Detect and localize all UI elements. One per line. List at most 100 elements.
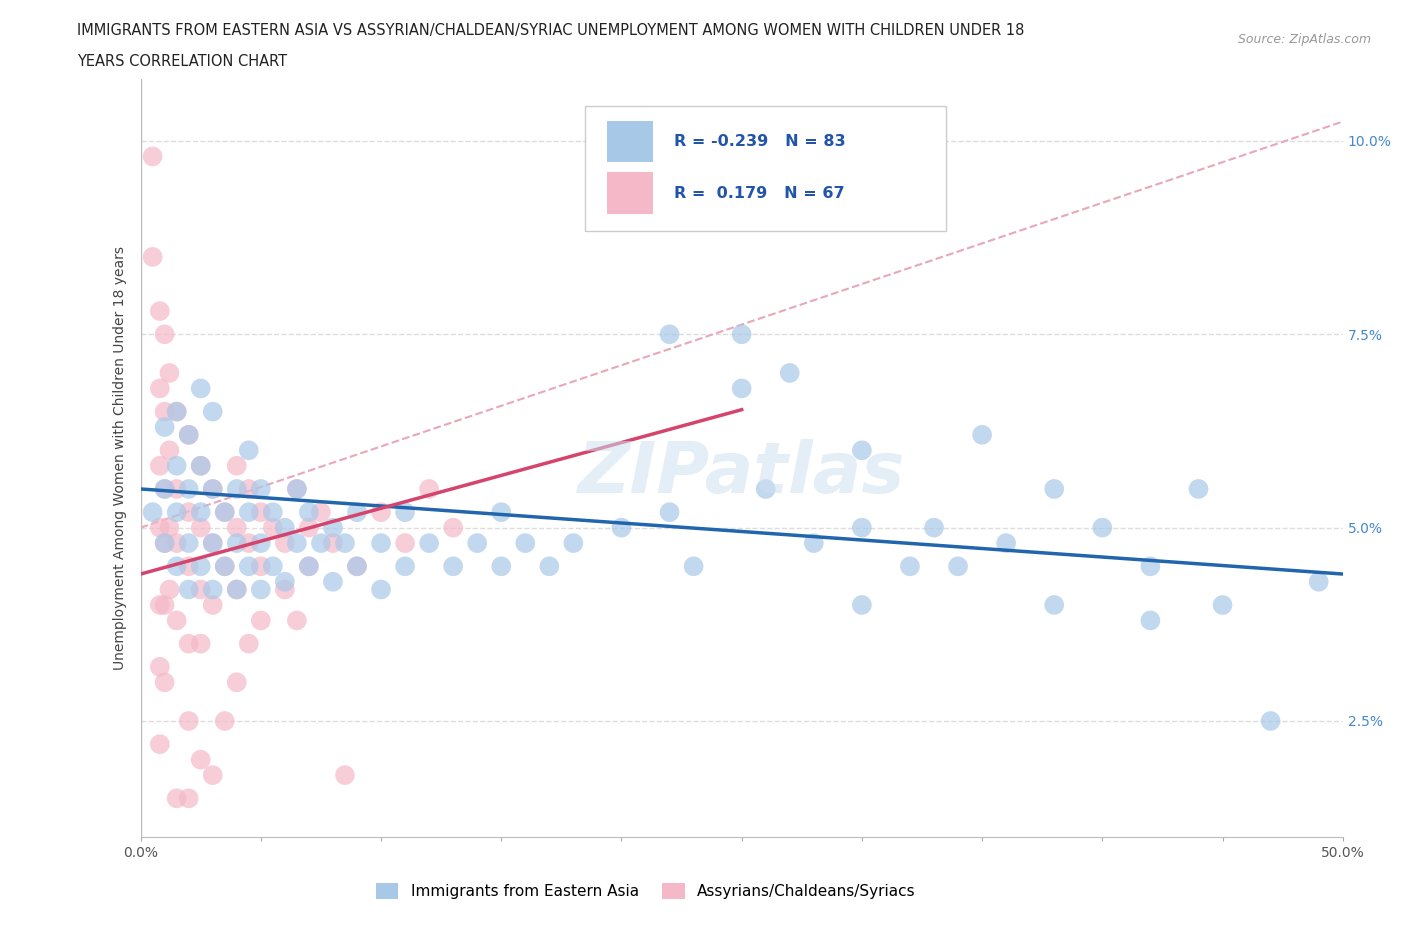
Point xyxy=(418,482,440,497)
Point xyxy=(562,536,585,551)
Point xyxy=(682,559,704,574)
Point xyxy=(201,536,224,551)
Point xyxy=(214,713,236,728)
Point xyxy=(250,613,273,628)
Point xyxy=(898,559,921,574)
Point xyxy=(177,536,200,551)
Text: IMMIGRANTS FROM EASTERN ASIA VS ASSYRIAN/CHALDEAN/SYRIAC UNEMPLOYMENT AMONG WOME: IMMIGRANTS FROM EASTERN ASIA VS ASSYRIAN… xyxy=(77,23,1025,38)
Point xyxy=(238,505,260,520)
Point xyxy=(851,443,873,458)
Point xyxy=(153,482,176,497)
Text: ZIPatlas: ZIPatlas xyxy=(578,439,905,508)
Point xyxy=(1091,520,1114,535)
Point xyxy=(190,520,212,535)
Point xyxy=(225,675,247,690)
Point xyxy=(262,505,284,520)
Point xyxy=(177,559,200,574)
Point xyxy=(538,559,561,574)
Point xyxy=(190,458,212,473)
Point xyxy=(159,582,181,597)
Point xyxy=(1139,613,1161,628)
Point xyxy=(201,536,224,551)
Point xyxy=(803,536,825,551)
Point xyxy=(658,326,681,341)
Point xyxy=(177,428,200,443)
Point xyxy=(153,482,176,497)
Point xyxy=(214,505,236,520)
Point xyxy=(159,365,181,380)
Point xyxy=(1308,575,1330,590)
Point xyxy=(394,505,416,520)
Point xyxy=(491,505,513,520)
Point xyxy=(166,482,188,497)
FancyBboxPatch shape xyxy=(607,172,652,214)
Point xyxy=(250,482,273,497)
Point xyxy=(166,790,188,805)
Point xyxy=(142,149,165,164)
Point xyxy=(149,520,172,535)
Point xyxy=(225,520,247,535)
Point xyxy=(166,505,188,520)
Point xyxy=(298,559,321,574)
Point xyxy=(1212,598,1234,613)
Point xyxy=(346,505,368,520)
Legend: Immigrants from Eastern Asia, Assyrians/Chaldeans/Syriacs: Immigrants from Eastern Asia, Assyrians/… xyxy=(370,877,921,905)
Point xyxy=(153,419,176,434)
Point xyxy=(225,582,247,597)
Point xyxy=(225,582,247,597)
Point xyxy=(159,520,181,535)
Point xyxy=(177,482,200,497)
Point xyxy=(214,559,236,574)
Point xyxy=(201,582,224,597)
Point xyxy=(491,559,513,574)
Point xyxy=(851,520,873,535)
Point xyxy=(731,326,754,341)
Point xyxy=(153,598,176,613)
Point xyxy=(149,381,172,396)
Point xyxy=(177,713,200,728)
Point xyxy=(394,559,416,574)
Point xyxy=(658,505,681,520)
Point xyxy=(166,536,188,551)
Point xyxy=(995,536,1018,551)
Point xyxy=(309,536,332,551)
Point xyxy=(166,559,188,574)
Point xyxy=(274,575,297,590)
Point xyxy=(190,582,212,597)
Point xyxy=(285,613,308,628)
Point xyxy=(1043,598,1066,613)
Point xyxy=(755,482,778,497)
Point xyxy=(779,365,801,380)
Point xyxy=(285,536,308,551)
Point xyxy=(370,505,392,520)
Point xyxy=(225,458,247,473)
Point xyxy=(149,737,172,751)
Point xyxy=(149,458,172,473)
Point xyxy=(177,636,200,651)
Point xyxy=(190,505,212,520)
Point xyxy=(1260,713,1282,728)
Point xyxy=(346,559,368,574)
Point xyxy=(370,536,392,551)
Point xyxy=(190,752,212,767)
Point xyxy=(418,536,440,551)
Point xyxy=(166,613,188,628)
Y-axis label: Unemployment Among Women with Children Under 18 years: Unemployment Among Women with Children U… xyxy=(112,246,127,670)
Point xyxy=(298,559,321,574)
Point xyxy=(285,482,308,497)
Point xyxy=(153,326,176,341)
Point xyxy=(190,559,212,574)
Point xyxy=(309,505,332,520)
Point xyxy=(274,520,297,535)
Point xyxy=(441,520,464,535)
Point xyxy=(214,559,236,574)
Point xyxy=(515,536,537,551)
Point xyxy=(322,520,344,535)
Point xyxy=(322,536,344,551)
Point xyxy=(1139,559,1161,574)
Point xyxy=(394,536,416,551)
Point xyxy=(153,675,176,690)
Point xyxy=(201,405,224,419)
Point xyxy=(201,767,224,782)
Point xyxy=(201,482,224,497)
